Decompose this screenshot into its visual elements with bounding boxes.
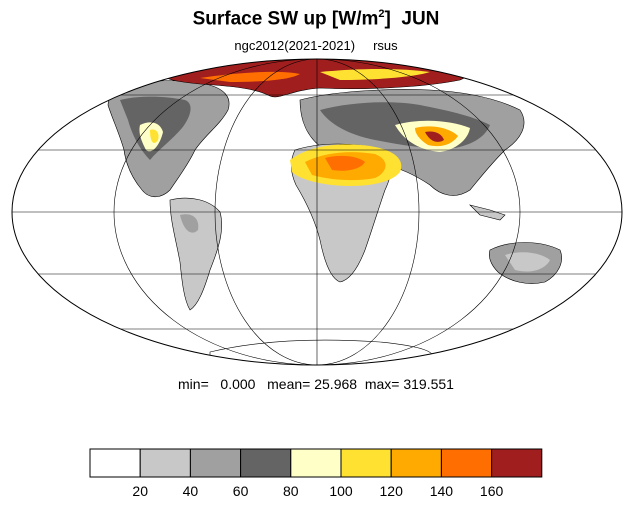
colorbar-swatch: [189, 448, 242, 478]
colorbar-swatch: [89, 448, 141, 478]
colorbar-swatch: [340, 448, 392, 478]
south-america: [169, 197, 222, 311]
colorbar-tick-label: 160: [480, 483, 504, 499]
colorbar-tick-label: 60: [233, 483, 249, 499]
globe-outline: [11, 58, 623, 366]
colorbar-swatch: [240, 448, 292, 478]
colorbar-swatch: [139, 448, 191, 478]
statistics-line: min= 0.000 mean= 25.968 max= 319.551: [178, 376, 454, 392]
colorbar-tick-label: 100: [329, 483, 353, 499]
colorbar-tick-label: 140: [430, 483, 454, 499]
chart-title: Surface SW up [W/m2] JUN: [192, 8, 440, 30]
colorbar-swatch: [290, 448, 342, 478]
greenland: [159, 59, 470, 98]
antarctica: [209, 339, 433, 365]
colorbar-tick-label: 20: [132, 483, 148, 499]
colorbar-tick-label: 40: [183, 483, 199, 499]
run-label: ngc2012(2021-2021): [234, 38, 356, 53]
chart-subtitle: ngc2012(2021-2021) rsus: [0, 38, 632, 53]
colorbar-swatch: [440, 448, 493, 478]
colorbar-tick-label: 120: [380, 483, 404, 499]
variable-label: rsus: [373, 38, 398, 53]
colorbar-swatch: [390, 448, 442, 478]
colorbar-tick-label: 80: [283, 483, 299, 499]
colorbar-swatch: [491, 448, 543, 478]
land-masses: [107, 59, 562, 365]
